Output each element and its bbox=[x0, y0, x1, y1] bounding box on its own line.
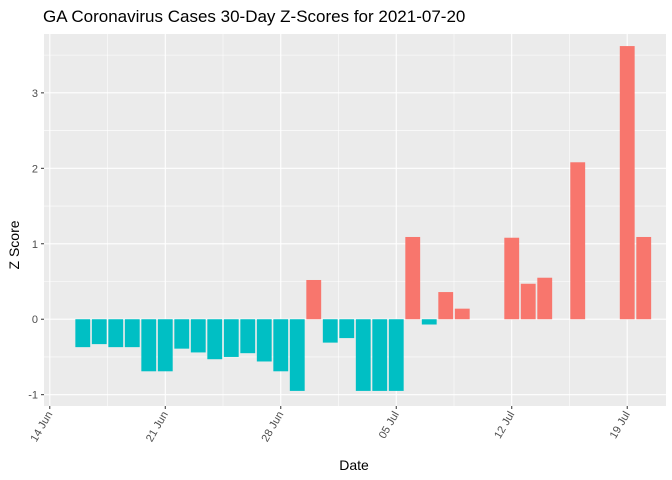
bar bbox=[421, 319, 437, 325]
x-tick-label: 12 Jul bbox=[492, 410, 517, 441]
bar bbox=[570, 162, 586, 320]
x-axis: 14 Jun 21 Jun 28 Jun 05 Jul 12 Jul 19 Jul bbox=[28, 406, 633, 445]
bar bbox=[223, 319, 239, 357]
bar bbox=[454, 308, 470, 320]
bar bbox=[157, 319, 173, 372]
bar bbox=[520, 283, 536, 320]
bar bbox=[619, 46, 635, 320]
bar bbox=[174, 319, 190, 349]
bar bbox=[256, 319, 272, 362]
bar bbox=[190, 319, 206, 353]
bar bbox=[537, 277, 553, 320]
x-axis-label: Date bbox=[339, 457, 369, 473]
bar bbox=[124, 319, 140, 348]
bar bbox=[91, 319, 107, 345]
x-tick-label: 28 Jun bbox=[259, 410, 286, 445]
bar bbox=[289, 319, 305, 391]
bar bbox=[207, 319, 223, 360]
bar bbox=[372, 319, 388, 391]
x-tick-label: 21 Jun bbox=[144, 410, 171, 445]
y-tick-label: 1 bbox=[32, 239, 38, 251]
x-tick-label: 14 Jun bbox=[28, 410, 55, 445]
bar bbox=[388, 319, 404, 391]
y-tick-label: 3 bbox=[32, 88, 38, 100]
bar bbox=[75, 319, 91, 348]
bar bbox=[306, 279, 322, 320]
bar bbox=[108, 319, 124, 348]
bar bbox=[636, 236, 652, 320]
y-tick-label: 2 bbox=[32, 163, 38, 175]
bar bbox=[240, 319, 256, 354]
bars bbox=[75, 46, 652, 391]
y-tick-label: 0 bbox=[32, 314, 38, 326]
bar bbox=[438, 292, 454, 320]
bar bbox=[141, 319, 157, 372]
y-axis-label: Z Score bbox=[6, 220, 22, 269]
y-axis: -1 0 1 2 3 bbox=[28, 88, 44, 402]
bar bbox=[339, 319, 355, 339]
y-tick-label: -1 bbox=[28, 390, 38, 402]
bar bbox=[322, 319, 338, 343]
bar bbox=[355, 319, 371, 391]
x-tick-label: 05 Jul bbox=[377, 410, 402, 441]
chart-title: GA Coronavirus Cases 30-Day Z-Scores for… bbox=[43, 7, 465, 26]
bar bbox=[405, 236, 421, 320]
x-tick-label: 19 Jul bbox=[608, 410, 633, 441]
bar bbox=[273, 319, 289, 372]
bar bbox=[504, 237, 520, 320]
